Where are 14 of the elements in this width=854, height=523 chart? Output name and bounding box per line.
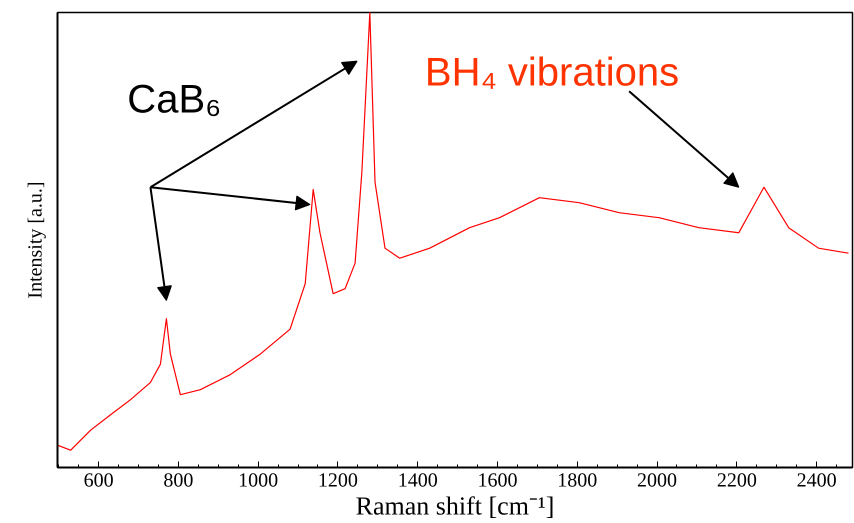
x-axis-title: Raman shift [cm⁻¹]: [356, 492, 554, 520]
x-tick-label: 2400: [796, 470, 837, 492]
x-tick-label: 1600: [477, 470, 518, 492]
x-tick-label: 1400: [398, 470, 438, 492]
y-axis-title: Intensity [a.u.]: [24, 181, 46, 299]
x-tick-label: 600: [84, 470, 114, 492]
x-tick-label: 1000: [238, 470, 278, 492]
x-tick-label: 800: [163, 470, 194, 492]
x-tick-label: 1200: [318, 470, 358, 492]
annotation: CaB₆: [127, 78, 222, 122]
x-tick-label: 2000: [637, 470, 678, 492]
x-tick-label: 1800: [557, 470, 598, 492]
x-tick-label: 2200: [716, 470, 757, 492]
annotation: BH₄ vibrations: [424, 50, 680, 94]
